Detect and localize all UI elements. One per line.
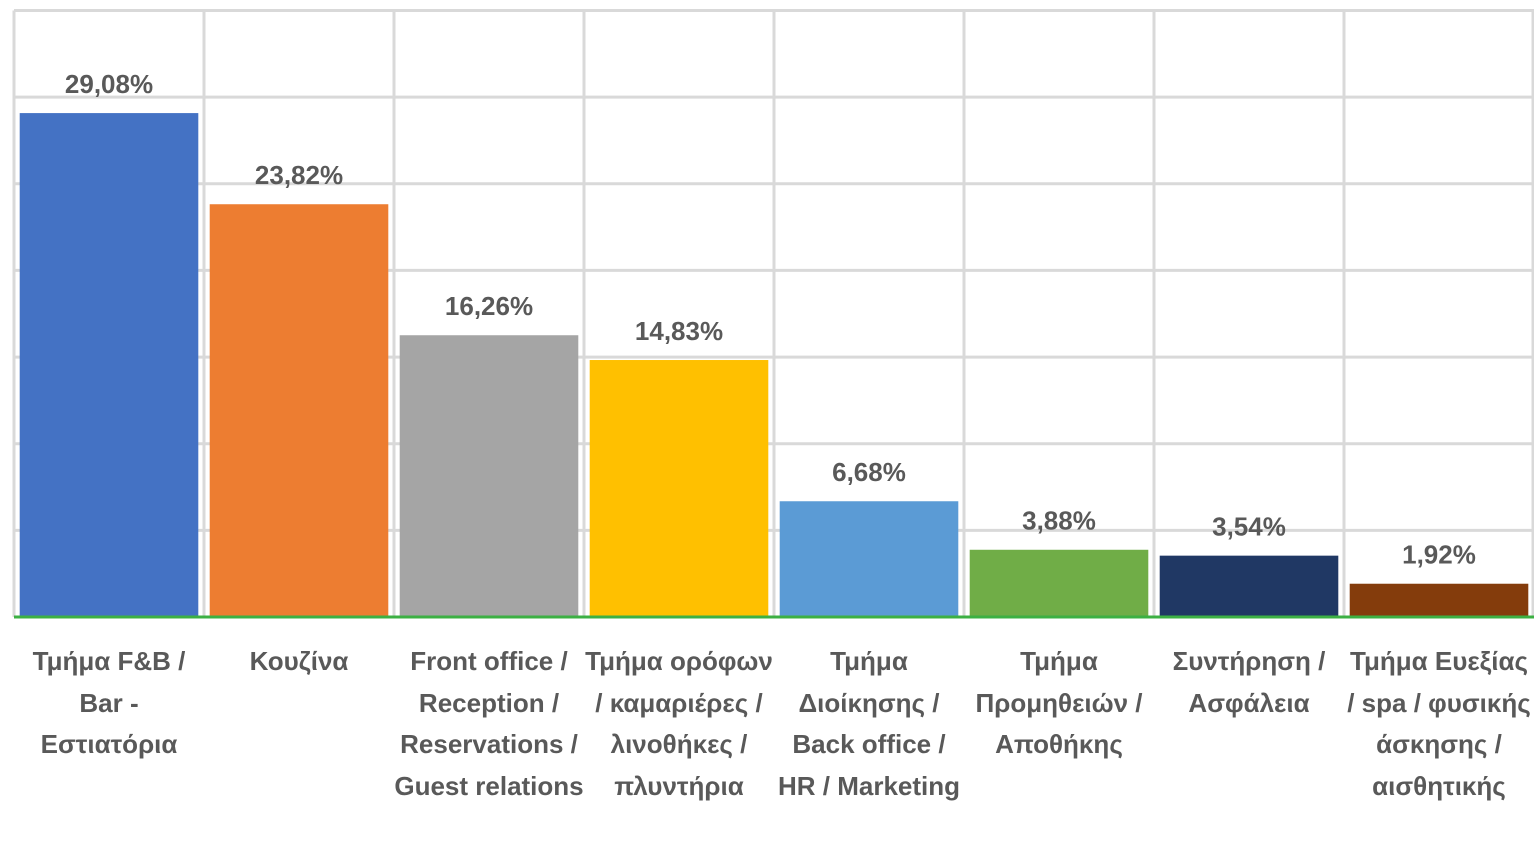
value-label: 6,68%: [832, 457, 906, 487]
x-tick-label: Τμήμα Προμηθειών / Αποθήκης: [975, 646, 1143, 759]
bar: [779, 501, 959, 617]
bar: [19, 113, 199, 617]
bar: [209, 204, 389, 617]
bar: [1159, 555, 1339, 617]
value-label: 3,88%: [1022, 506, 1096, 536]
x-tick-label: Τμήμα ορόφων / καμαριέρες / λινοθήκες / …: [585, 646, 773, 801]
value-label: 14,83%: [635, 316, 723, 346]
value-label: 29,08%: [65, 69, 153, 99]
bar: [1349, 583, 1529, 617]
value-label: 3,54%: [1212, 512, 1286, 542]
value-label: 23,82%: [255, 160, 343, 190]
value-label: 1,92%: [1402, 540, 1476, 570]
value-label: 16,26%: [445, 291, 533, 321]
bar: [589, 360, 769, 617]
bar: [399, 335, 579, 617]
x-tick-label: Τμήμα F&B / Bar - Εστιατόρια: [32, 646, 186, 759]
x-tick-label: Κουζίνα: [249, 646, 349, 676]
bar: [969, 549, 1149, 617]
x-tick-label: Τμήμα Ευεξίας / spa / φυσικής άσκησης / …: [1347, 646, 1531, 801]
x-tick-label: Συντήρηση / Ασφάλεια: [1172, 646, 1326, 718]
x-tick-label: Τμήμα Διοίκησης / Back office / HR / Mar…: [777, 646, 961, 801]
x-tick-label: Front office / Reception / Reservations …: [394, 646, 584, 801]
